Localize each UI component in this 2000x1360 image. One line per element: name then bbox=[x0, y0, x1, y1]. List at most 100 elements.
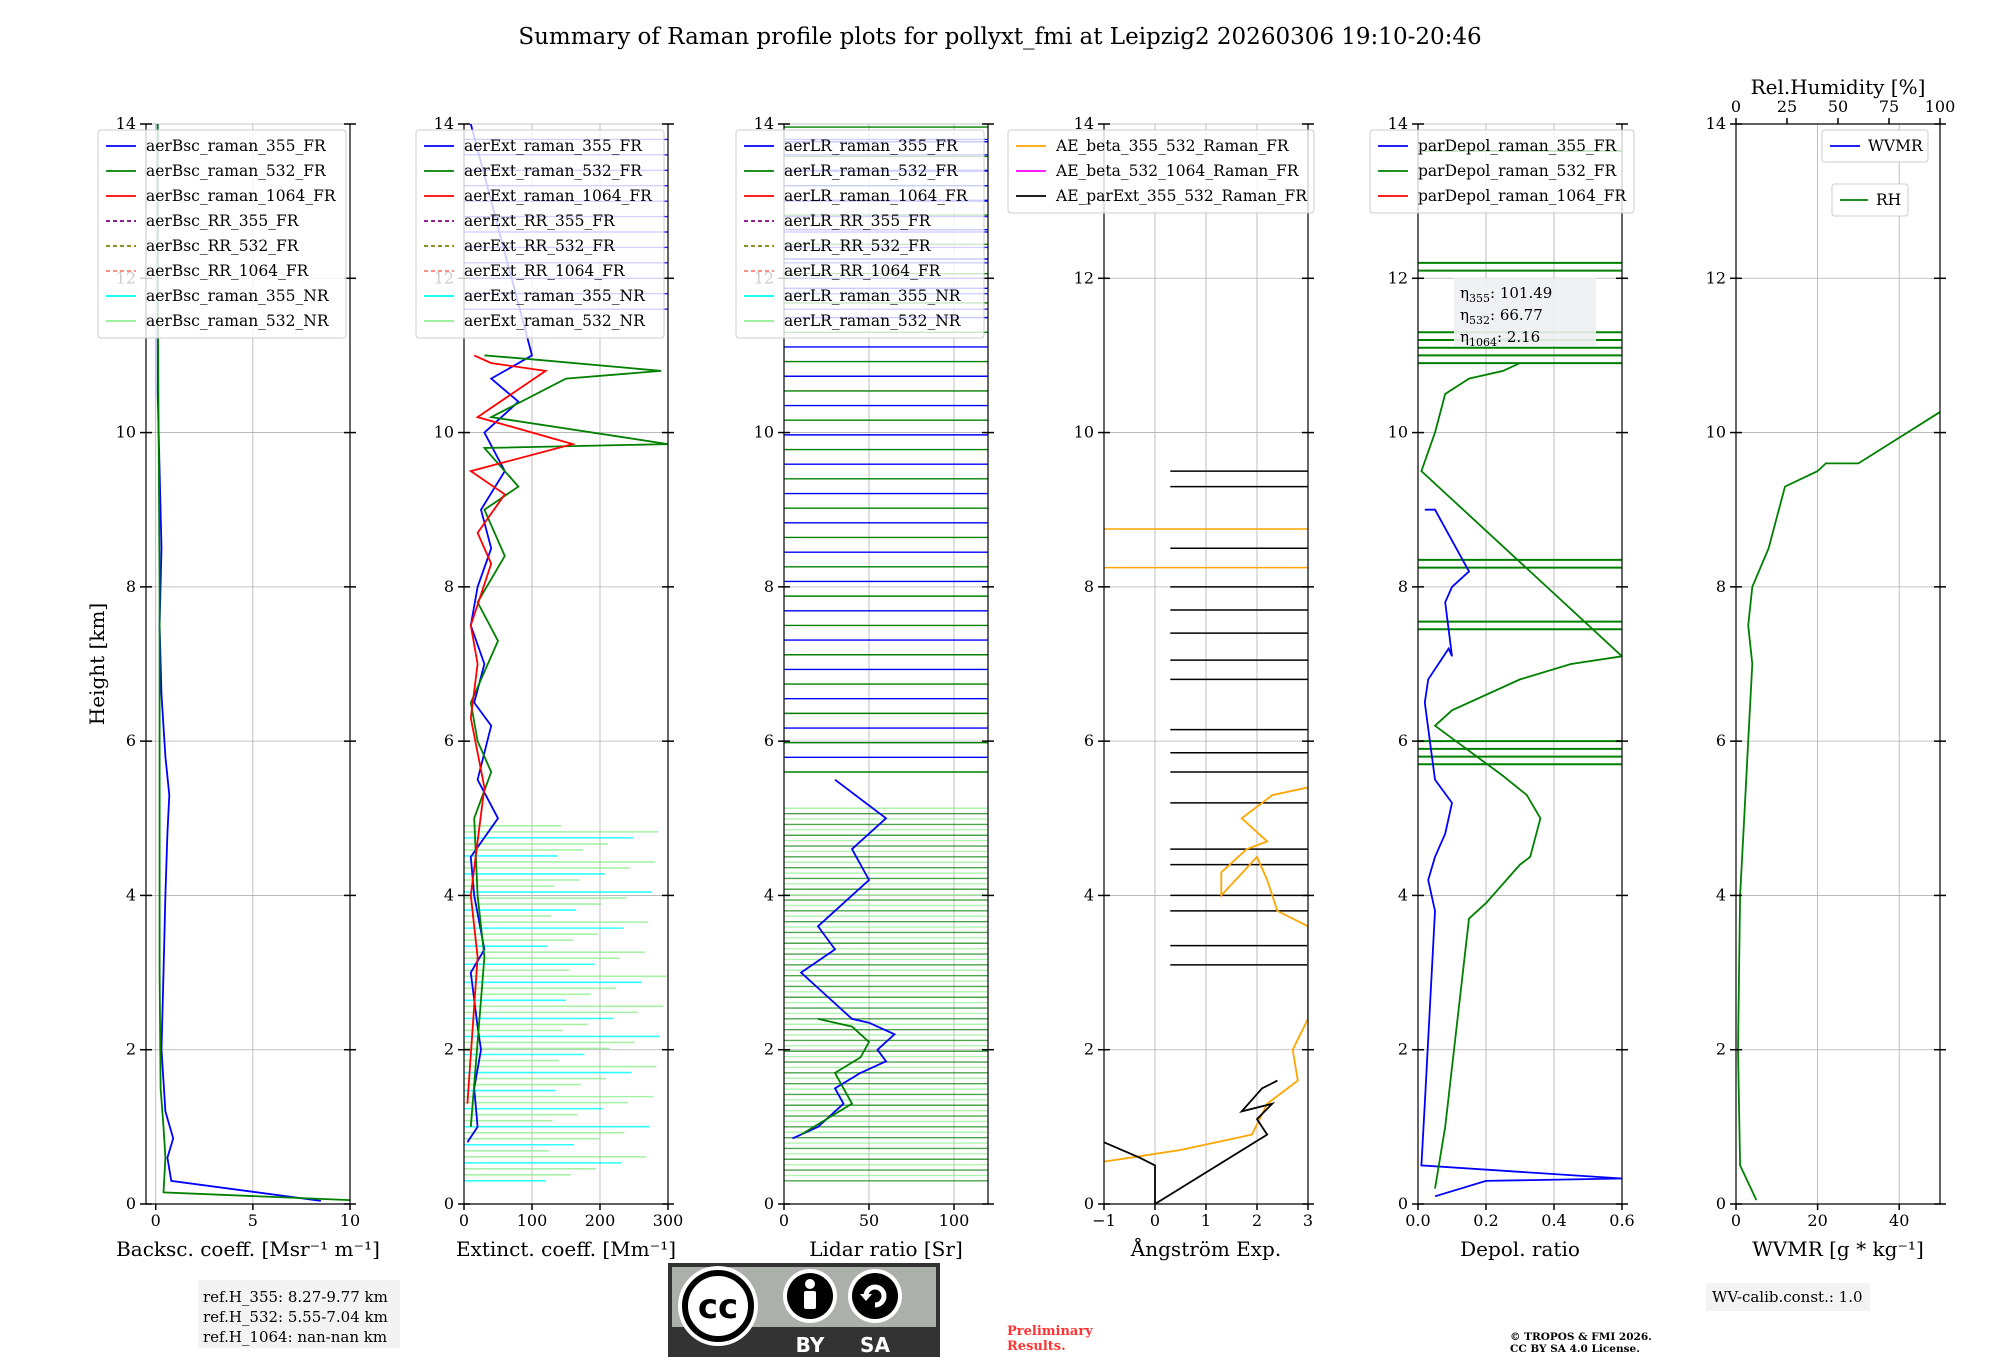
top-x-axis-label: Rel.Humidity [%] bbox=[1751, 75, 1926, 99]
y-tick-label: 10 bbox=[754, 423, 774, 442]
series-parDepol_raman_532_FR bbox=[1420, 362, 1622, 1189]
legend-frame bbox=[1831, 183, 1909, 217]
copyright-note: © TROPOS & FMI 2026. CC BY SA 4.0 Licens… bbox=[1510, 1331, 1652, 1355]
legend-label: aerExt_RR_1064_FR bbox=[464, 262, 626, 280]
x-tick-label: 5 bbox=[248, 1211, 258, 1230]
legend-label: aerExt_raman_355_NR bbox=[464, 287, 646, 305]
copyright-line-1: © TROPOS & FMI 2026. bbox=[1510, 1331, 1652, 1343]
plot-area bbox=[156, 124, 350, 1202]
plot-area bbox=[1418, 150, 1622, 1198]
legend: parDepol_raman_355_FR parDepol_raman_532_… bbox=[1369, 129, 1635, 214]
ref-height-355: ref.H_355: 8.27-9.77 km bbox=[203, 1288, 388, 1306]
series-RH bbox=[1737, 410, 1940, 1201]
y-tick-label: 12 bbox=[1074, 268, 1094, 287]
x-tick-label: 300 bbox=[653, 1211, 684, 1230]
copyright-line-2: CC BY SA 4.0 License. bbox=[1510, 1343, 1640, 1355]
y-tick-label: 14 bbox=[1706, 114, 1726, 133]
legend-frame bbox=[415, 129, 665, 339]
legend-label: aerBsc_raman_1064_FR bbox=[146, 187, 337, 205]
y-tick-label: 8 bbox=[1716, 577, 1726, 596]
preliminary-note: Preliminary Results. bbox=[1007, 1324, 1093, 1354]
x-tick-label: 0 bbox=[779, 1211, 789, 1230]
x-axis-label: WVMR [g * kg⁻¹] bbox=[1752, 1237, 1924, 1261]
ref-heights-box: ref.H_355: 8.27-9.77 km ref.H_532: 5.55-… bbox=[198, 1280, 400, 1348]
y-tick-label: 4 bbox=[126, 885, 136, 904]
y-tick-label: 12 bbox=[1388, 268, 1408, 287]
cc-label: cc bbox=[698, 1287, 738, 1327]
x-tick-label: 0 bbox=[1150, 1211, 1160, 1230]
panel-lidar_ratio: 02468101214050100Lidar ratio [Sr]aerLR_r… bbox=[735, 114, 994, 1261]
legend-label: aerExt_raman_1064_FR bbox=[464, 187, 653, 205]
y-tick-label: 14 bbox=[434, 114, 454, 133]
legend-label: aerBsc_RR_355_FR bbox=[146, 212, 300, 230]
series-aerLR_raman_532_FR bbox=[800, 1018, 871, 1136]
y-tick-label: 14 bbox=[754, 114, 774, 133]
legend-label: aerLR_raman_532_FR bbox=[784, 162, 959, 180]
legend-frame bbox=[735, 129, 985, 339]
legend-label: parDepol_raman_532_FR bbox=[1418, 162, 1618, 180]
x-tick-label: 3 bbox=[1303, 1211, 1313, 1230]
y-tick-label: 12 bbox=[1706, 268, 1726, 287]
legend-label: aerLR_raman_1064_FR bbox=[784, 187, 969, 205]
x-tick-label: 0.6 bbox=[1609, 1211, 1634, 1230]
x-tick-label: 40 bbox=[1889, 1211, 1909, 1230]
top-x-tick-label: 75 bbox=[1879, 97, 1899, 116]
x-tick-label: 100 bbox=[939, 1211, 970, 1230]
preliminary-line-1: Preliminary bbox=[1007, 1324, 1093, 1339]
y-tick-label: 8 bbox=[764, 577, 774, 596]
x-axis-label: Lidar ratio [Sr] bbox=[809, 1237, 963, 1261]
x-tick-label: 50 bbox=[859, 1211, 879, 1230]
legend-label: aerLR_RR_355_FR bbox=[784, 212, 932, 230]
series-AE_parExt_355_532_Raman_FR bbox=[1104, 1079, 1278, 1204]
y-tick-label: 8 bbox=[444, 577, 454, 596]
y-tick-label: 14 bbox=[1388, 114, 1408, 133]
y-tick-label: 2 bbox=[1398, 1040, 1408, 1059]
y-tick-label: 8 bbox=[1398, 577, 1408, 596]
y-tick-label: 14 bbox=[1074, 114, 1094, 133]
legend-label: aerLR_raman_355_NR bbox=[784, 287, 962, 305]
legend-label: aerExt_raman_355_FR bbox=[464, 137, 643, 155]
legend: aerExt_raman_355_FR aerExt_raman_532_FRae… bbox=[415, 129, 665, 339]
legend-label: aerBsc_RR_532_FR bbox=[146, 237, 300, 255]
x-tick-label: 0.2 bbox=[1473, 1211, 1498, 1230]
legend-label: WVMR bbox=[1868, 137, 1924, 155]
y-tick-label: 4 bbox=[1716, 885, 1726, 904]
legend-frame bbox=[97, 129, 347, 339]
x-tick-label: 20 bbox=[1807, 1211, 1827, 1230]
y-tick-label: 8 bbox=[126, 577, 136, 596]
legend: aerLR_raman_355_FR aerLR_raman_532_FR aerL… bbox=[735, 129, 985, 339]
preliminary-line-2: Results. bbox=[1007, 1339, 1066, 1354]
legend-label: aerBsc_raman_355_FR bbox=[146, 137, 327, 155]
legend-label: aerLR_RR_532_FR bbox=[784, 237, 932, 255]
legend-label: AE_beta_355_532_Raman_FR bbox=[1055, 137, 1290, 155]
panel-extinction: 024681012140100200300Extinct. coeff. [Mm… bbox=[415, 114, 684, 1261]
legend-label: AE_parExt_355_532_Raman_FR bbox=[1055, 187, 1308, 205]
legend-label: aerLR_raman_355_FR bbox=[784, 137, 959, 155]
legend-label: aerBsc_raman_532_NR bbox=[146, 312, 330, 330]
y-tick-label: 2 bbox=[764, 1040, 774, 1059]
legend-frame bbox=[1369, 129, 1635, 214]
eta-line: η532: 66.77 bbox=[1460, 306, 1543, 327]
legend: AE_beta_355_532_Raman_FR AE_beta_532_1064… bbox=[1007, 129, 1315, 214]
eta-line: η355: 101.49 bbox=[1460, 284, 1552, 305]
legend-label: AE_beta_532_1064_Raman_FR bbox=[1055, 162, 1300, 180]
y-tick-label: 4 bbox=[444, 885, 454, 904]
y-tick-label: 0 bbox=[126, 1194, 136, 1213]
y-tick-label: 2 bbox=[1716, 1040, 1726, 1059]
x-axis-label: Backsc. coeff. [Msr⁻¹ m⁻¹] bbox=[116, 1237, 380, 1261]
y-tick-label: 10 bbox=[1074, 423, 1094, 442]
legend-frame bbox=[1007, 129, 1315, 214]
legend-label: aerBsc_RR_1064_FR bbox=[146, 262, 310, 280]
wv-calib-text: WV-calib.const.: 1.0 bbox=[1712, 1288, 1863, 1306]
legend-label: aerExt_raman_532_NR bbox=[464, 312, 646, 330]
y-tick-label: 0 bbox=[1084, 1194, 1094, 1213]
y-tick-label: 0 bbox=[1716, 1194, 1726, 1213]
x-tick-label: −1 bbox=[1092, 1211, 1116, 1230]
y-tick-label: 10 bbox=[1706, 423, 1726, 442]
y-tick-label: 6 bbox=[764, 731, 774, 750]
legend-frame bbox=[1821, 129, 1929, 163]
y-tick-label: 0 bbox=[1398, 1194, 1408, 1213]
x-tick-label: 0.4 bbox=[1541, 1211, 1566, 1230]
